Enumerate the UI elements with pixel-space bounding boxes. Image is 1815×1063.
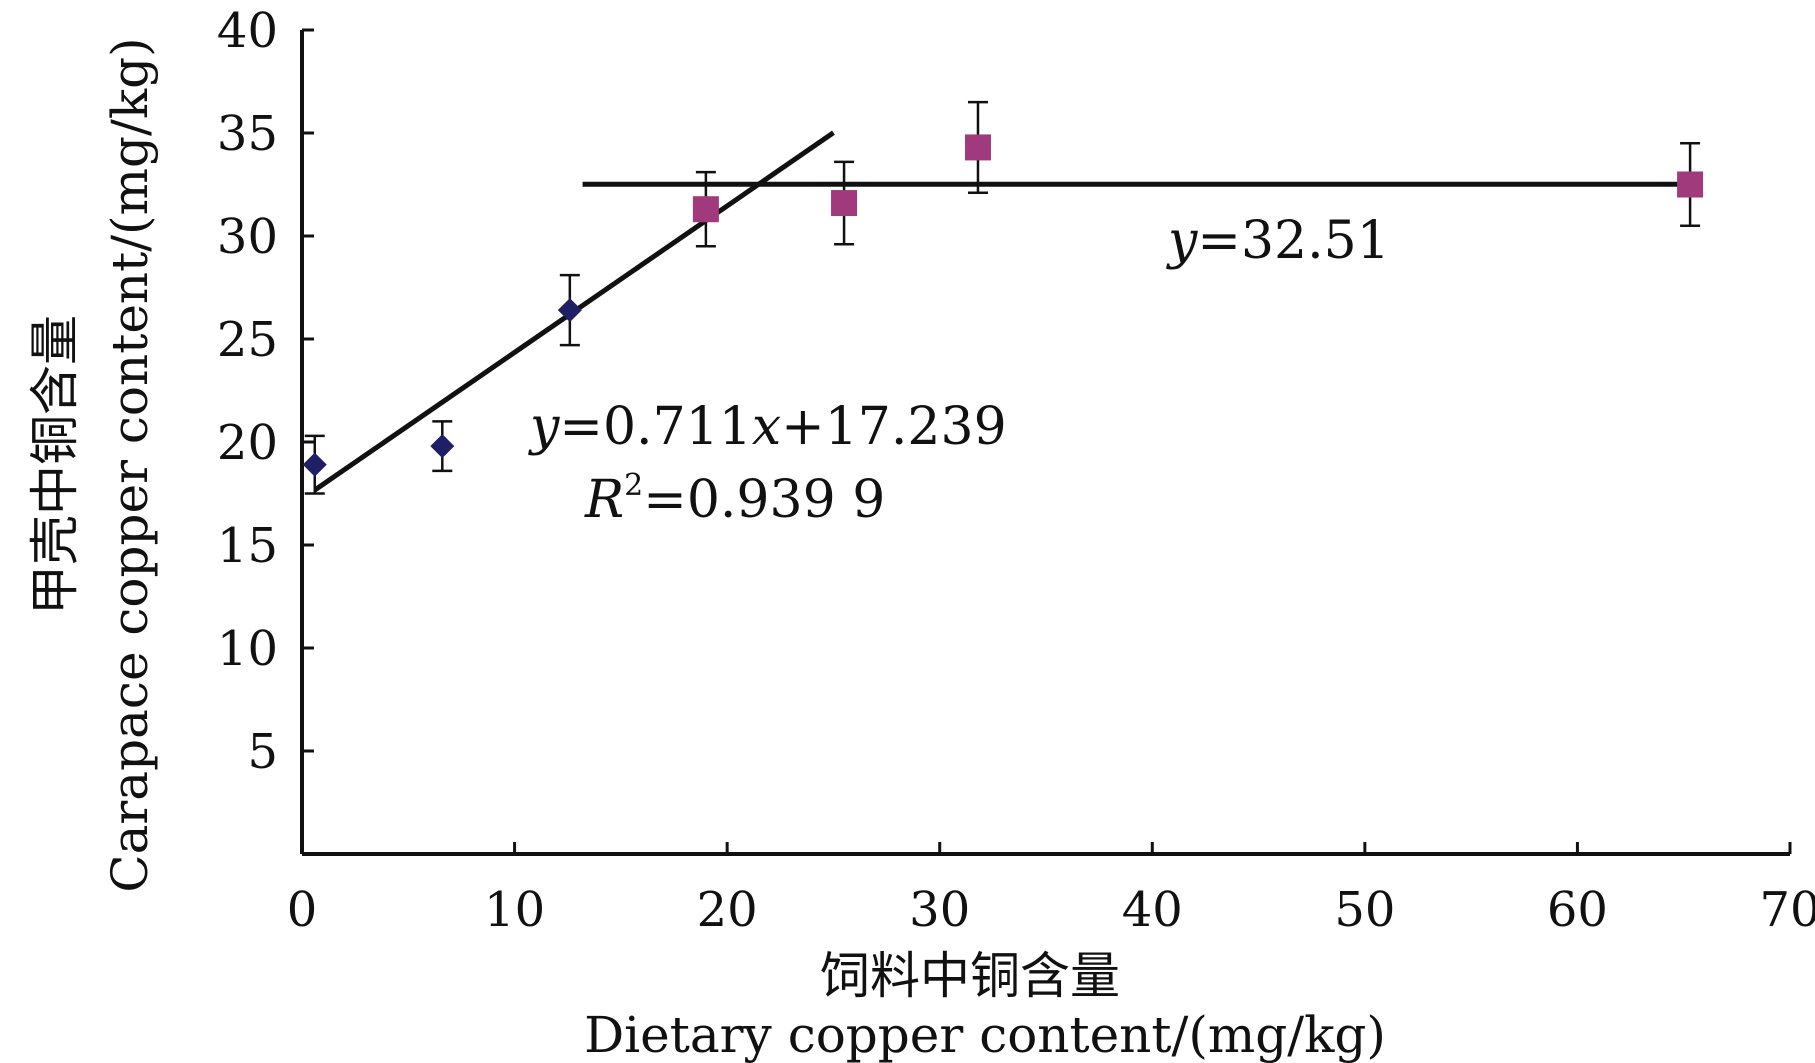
data-points — [302, 134, 1704, 477]
flat-fit-equation: y=32.51 — [1166, 211, 1390, 271]
y-axis-title-en: Carapace copper content/(mg/kg) — [101, 37, 159, 892]
y-tick-label: 20 — [217, 415, 278, 471]
square-point — [1677, 171, 1704, 198]
y-tick-label: 15 — [217, 518, 278, 574]
y-axis-title-cn: 甲壳中铜含量 — [26, 315, 84, 615]
x-tick-label: 30 — [909, 882, 970, 938]
x-tick-label: 20 — [697, 882, 758, 938]
x-ticks: 0 10 20 30 40 50 60 70 — [287, 842, 1815, 938]
square-point — [692, 196, 719, 223]
x-tick-label: 0 — [287, 882, 318, 938]
axes — [300, 30, 1790, 856]
y-tick-label: 10 — [217, 621, 278, 677]
x-tick-label: 70 — [1759, 882, 1815, 938]
y-ticks: 5 10 15 20 25 30 35 40 — [217, 3, 314, 780]
y-tick-label: 5 — [247, 724, 278, 780]
x-tick-label: 40 — [1122, 882, 1183, 938]
diamond-point — [302, 452, 327, 477]
linear-fit-equation: y=0.711x+17.239 — [528, 397, 1007, 457]
x-axis-title-en: Dietary copper content/(mg/kg) — [584, 1006, 1386, 1063]
r-squared-label: R2=0.939 9 — [584, 468, 885, 530]
error-bars — [304, 100, 1701, 495]
square-point — [831, 190, 858, 217]
y-tick-label: 30 — [217, 209, 278, 265]
diamond-point — [557, 298, 582, 323]
x-tick-label: 10 — [484, 882, 545, 938]
y-tick-label: 35 — [217, 106, 278, 162]
x-axis-title-cn: 饲料中铜含量 — [820, 947, 1120, 1005]
y-tick-label: 25 — [217, 312, 278, 368]
diamond-point — [430, 434, 455, 459]
x-tick-label: 50 — [1334, 882, 1395, 938]
x-tick-label: 60 — [1547, 882, 1608, 938]
y-tick-label: 40 — [217, 3, 278, 59]
square-point — [964, 134, 991, 161]
